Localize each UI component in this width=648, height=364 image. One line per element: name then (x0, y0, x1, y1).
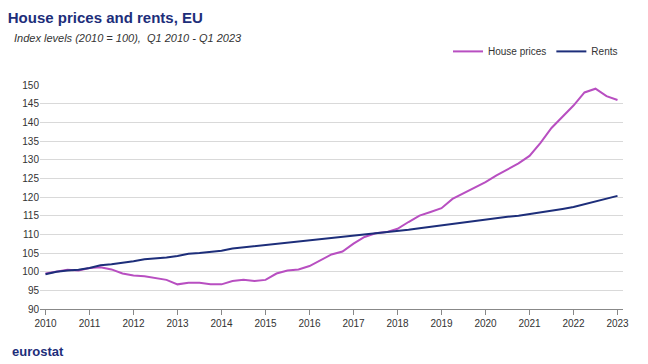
svg-text:Index levels (2010 = 100), Q1: Index levels (2010 = 100), Q1 2010 - Q1 … (14, 32, 242, 44)
svg-text:House prices: House prices (488, 46, 546, 57)
svg-text:135: 135 (22, 136, 39, 147)
svg-text:105: 105 (22, 248, 39, 259)
svg-text:2017: 2017 (342, 318, 365, 329)
svg-text:110: 110 (23, 229, 39, 240)
svg-text:100: 100 (22, 266, 39, 277)
svg-text:2015: 2015 (254, 318, 277, 329)
svg-text:120: 120 (22, 192, 39, 203)
svg-text:115: 115 (23, 210, 39, 221)
svg-text:2012: 2012 (122, 318, 145, 329)
svg-text:2016: 2016 (298, 318, 321, 329)
svg-text:145: 145 (22, 98, 39, 109)
svg-text:2011: 2011 (79, 318, 101, 329)
svg-text:130: 130 (22, 154, 39, 165)
svg-text:150: 150 (22, 80, 39, 91)
svg-text:2010: 2010 (34, 318, 57, 329)
svg-text:90: 90 (28, 304, 40, 315)
svg-text:2013: 2013 (166, 318, 189, 329)
svg-text:2023: 2023 (606, 318, 629, 329)
svg-text:Rents: Rents (591, 46, 617, 57)
svg-text:2014: 2014 (210, 318, 233, 329)
svg-text:2019: 2019 (430, 318, 453, 329)
svg-text:House prices and rents, EU: House prices and rents, EU (8, 9, 203, 26)
svg-text:2021: 2021 (518, 318, 541, 329)
svg-text:2022: 2022 (562, 318, 585, 329)
svg-text:140: 140 (22, 117, 39, 128)
svg-text:125: 125 (22, 173, 39, 184)
svg-text:2018: 2018 (386, 318, 409, 329)
svg-text:2020: 2020 (474, 318, 497, 329)
svg-text:eurostat: eurostat (12, 344, 64, 359)
svg-text:95: 95 (28, 285, 40, 296)
